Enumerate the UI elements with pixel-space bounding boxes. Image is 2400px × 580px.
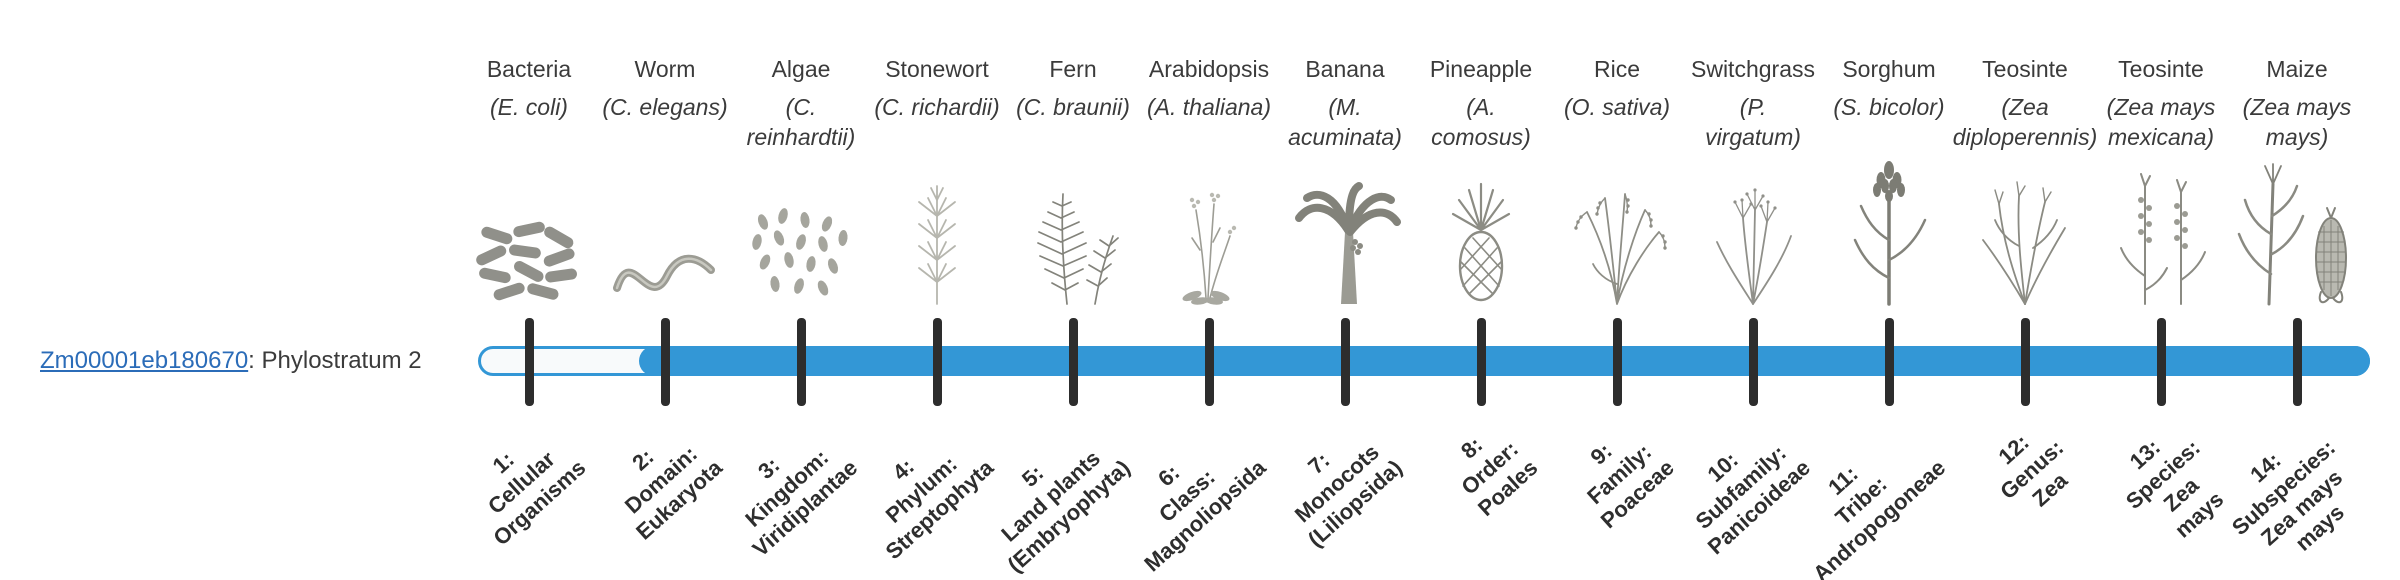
switchgrass-icon [1658,154,1848,306]
organism-scientific-name: (A. comosus) [1431,94,1531,150]
organism-scientific-name: (P. virgatum) [1705,94,1801,150]
organism-scientific-name: (A. thaliana) [1146,94,1271,120]
organism-column-stonewort: Stonewort (C. richardii) [842,56,1032,306]
phylostratum-label-6: 6: Class: Magnoliopsida [1139,454,1271,577]
organism-scientific-name: (C. elegans) [602,94,728,120]
organism-common-name: Switchgrass [1691,56,1815,82]
organism-scientific-name: (Zea mays mays) [2242,94,2352,150]
phylostratum-label-8: 8: Order: Poales [1456,431,1543,521]
organism-common-name: Rice [1593,56,1640,82]
phylostratum-tick-4 [932,318,942,406]
organism-column-algae: Algae (C. reinhardtii) [706,56,896,306]
phylostratum-tick-2 [660,318,670,406]
organism-column-sorghum: Sorghum (S. bicolor) [1794,56,1984,306]
banana-icon [1250,154,1440,306]
phylostratum-tick-1 [524,318,534,406]
bacteria-icon [434,154,624,306]
maize-icon [2202,154,2392,306]
phylostratum-label-14: 14: Subspecies: Zea mays mays [2227,434,2350,556]
phylostratum-label-4: 4: Phylum: Streptophyta [880,451,999,565]
organism-column-switchgrass: Switchgrass (P. virgatum) [1658,56,1848,306]
phylostratum-tick-12 [2020,318,2030,406]
worm-icon [570,154,760,306]
arabidopsis-icon [1114,154,1304,306]
phylostratum-label-2: 2: Domain: Eukaryota [619,440,727,545]
organism-common-name: Banana [1305,56,1385,82]
organism-column-maize: Maize (Zea mays mays) [2202,56,2392,306]
gene-phylostratum-text: : Phylostratum 2 [248,347,422,374]
organism-column-teosinte-mexicana: Teosinte (Zea mays mexicana) [2066,56,2256,306]
phylostratum-label-1: 1: Cellular Organisms [483,446,591,551]
organism-column-worm: Worm (C. elegans) [570,56,760,306]
organism-common-name: Fern [1049,56,1097,82]
stonewort-icon [842,154,1032,306]
phylostratum-tick-13 [2156,318,2166,406]
organism-scientific-name: (M. acuminata) [1288,94,1402,150]
organism-scientific-name: (Zea mays mexicana) [2106,94,2216,150]
organism-scientific-name: (C. reinhardtii) [746,94,856,150]
phylostratum-label-12: 12: Genus: Zea [1993,429,2073,512]
sorghum-icon [1794,154,1984,306]
organism-common-name: Algae [771,56,831,82]
organism-scientific-name: (S. bicolor) [1833,94,1945,120]
organism-scientific-name: (C. braunii) [1016,94,1130,120]
teosinte-diploperennis-icon [1930,154,2120,306]
gene-id-link[interactable]: Zm00001eb180670 [40,347,249,374]
phylostratum-tick-8 [1476,318,1486,406]
teosinte-mexicana-icon [2066,154,2256,306]
phylostratum-label-11: 11: Tribe: Andropogoneae [1808,454,1951,580]
phylostratum-label-13: 13: Species: Zea mays [2120,434,2228,543]
organism-scientific-name: (E. coli) [490,94,568,120]
phylostratum-label-3: 3: Kingdom: Viridiplantae [740,444,863,562]
rice-icon [1522,154,1712,306]
timeline-bar-fill [639,346,2370,376]
organism-common-name: Arabidopsis [1148,56,1270,82]
organism-column-pineapple: Pineapple (A. comosus) [1386,56,1576,306]
organism-common-name: Teosinte [1982,56,2068,82]
phylostratum-label-5: 5: Land plants (Embryophyta) [996,445,1135,578]
organism-common-name: Sorghum [1842,56,1936,82]
organism-column-arabidopsis: Arabidopsis (A. thaliana) [1114,56,1304,306]
fern-icon [978,154,1168,306]
organism-column-rice: Rice (O. sativa) [1522,56,1712,306]
phylostratum-tick-11 [1884,318,1894,406]
phylostratum-tick-9 [1612,318,1622,406]
algae-icon [706,154,896,306]
phylostratum-tick-7 [1340,318,1350,406]
organism-common-name: Pineapple [1429,56,1533,82]
organism-column-bacteria: Bacteria (E. coli) [434,56,624,306]
phylostratum-tick-14 [2292,318,2302,406]
organism-common-name: Bacteria [486,56,572,82]
organism-column-fern: Fern (C. braunii) [978,56,1168,306]
phylostratum-tick-3 [796,318,806,406]
phylostratum-label-7: 7: Monocots (Liliopsida) [1289,439,1407,552]
organism-common-name: Worm [634,56,696,82]
pineapple-icon [1386,154,1576,306]
gene-label: Zm00001eb180670: Phylostratum 2 [40,346,422,376]
phylostratum-tick-5 [1068,318,1078,406]
timeline-bar-track [478,346,2370,376]
organism-common-name: Teosinte [2118,56,2204,82]
organism-scientific-name: (Zea diploperennis) [1952,94,2098,150]
phylostratum-tick-10 [1748,318,1758,406]
organism-column-banana: Banana (M. acuminata) [1250,56,1440,306]
phylostratum-label-9: 9: Family: Poaceae [1581,438,1679,534]
organism-scientific-name: (O. sativa) [1563,94,1671,120]
organism-column-teosinte-diploperennis: Teosinte (Zea diploperennis) [1930,56,2120,306]
organism-common-name: Maize [2266,56,2328,82]
organism-common-name: Stonewort [885,56,989,82]
organism-scientific-name: (C. richardii) [874,94,1000,120]
phylostratum-tick-6 [1204,318,1214,406]
